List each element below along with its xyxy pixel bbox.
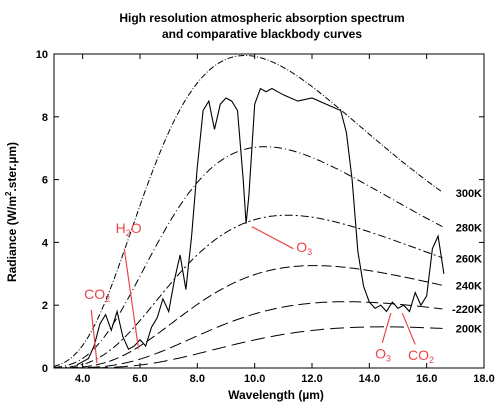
annotation-co2-left: CO2	[84, 286, 110, 304]
y-tick-label: 8	[42, 112, 48, 124]
blackbody-curve-300k	[53, 55, 443, 367]
annotation-o3-middle-leader	[251, 226, 294, 250]
chart-title: High resolution atmospheric absorption s…	[119, 11, 404, 25]
temperature-labels: 300K 280K 260K 240K -220K 200K	[452, 188, 482, 335]
x-tick-label: 4.0	[75, 373, 90, 385]
annotation-h2o: H2O	[116, 220, 142, 238]
blackbody-curve-280k	[53, 146, 443, 368]
annotation-o3-right-leader	[381, 312, 392, 344]
y-tick-label: 6	[42, 175, 48, 187]
temperature-label-260k: 260K	[456, 253, 482, 265]
y-axis-label-main: Radiance (W/m	[5, 196, 19, 282]
y-tick-label: 2	[42, 300, 48, 312]
blackbody-curves	[53, 55, 443, 369]
annotation-o3-right: O3	[375, 346, 391, 364]
annotation-co2-right: CO2	[408, 347, 434, 365]
blackbody-curve-220k	[54, 301, 443, 369]
chart-subtitle: and comparative blackbody curves	[162, 27, 362, 41]
plot-frame	[53, 53, 485, 369]
x-tick-label: 14.0	[359, 373, 380, 385]
annotation-o3-middle: O3	[296, 239, 312, 257]
y-axis-label-tail: .ster.µm)	[5, 142, 19, 192]
x-tick-label: 16.0	[416, 373, 437, 385]
blackbody-curve-240k	[54, 265, 443, 369]
x-tick-label: 10.0	[244, 373, 265, 385]
temperature-label-300k: 300K	[456, 188, 482, 200]
y-tick-label: 0	[42, 363, 48, 375]
x-tick-label: 8.0	[190, 373, 205, 385]
y-axis-label-sup: 2	[4, 191, 13, 196]
temperature-label-240k: 240K	[456, 281, 482, 293]
annotation-co2-right-leader	[401, 312, 416, 345]
blackbody-curve-260k	[54, 214, 443, 369]
x-axis-ticks: 4.0 6.0 8.0 10.0 12.0 14.0 16.0 18.0	[75, 54, 495, 385]
x-axis-label: Wavelength (µm)	[228, 388, 324, 402]
x-tick-label: 18.0	[473, 373, 494, 385]
annotation-co2-left-leader	[90, 309, 98, 364]
y-axis-label: Radiance (W/m2.ster.µm)	[4, 142, 19, 282]
annotations: H2O CO2 O3 O3 CO2	[84, 220, 434, 365]
annotation-h2o-leader	[123, 248, 140, 350]
y-axis-ticks: 0 2 4 6 8 10	[36, 49, 484, 375]
blackbody-curve-200k	[54, 326, 443, 369]
temperature-label-280k: 280K	[456, 222, 482, 234]
x-tick-label: 6.0	[132, 373, 147, 385]
temperature-label-200k: 200K	[456, 324, 482, 336]
y-tick-label: 10	[36, 49, 48, 61]
x-tick-label: 12.0	[301, 373, 322, 385]
y-tick-label: 4	[42, 237, 49, 249]
spectrum-line	[76, 87, 445, 366]
temperature-label-220k: -220K	[452, 304, 482, 316]
plot-border	[53, 53, 485, 369]
